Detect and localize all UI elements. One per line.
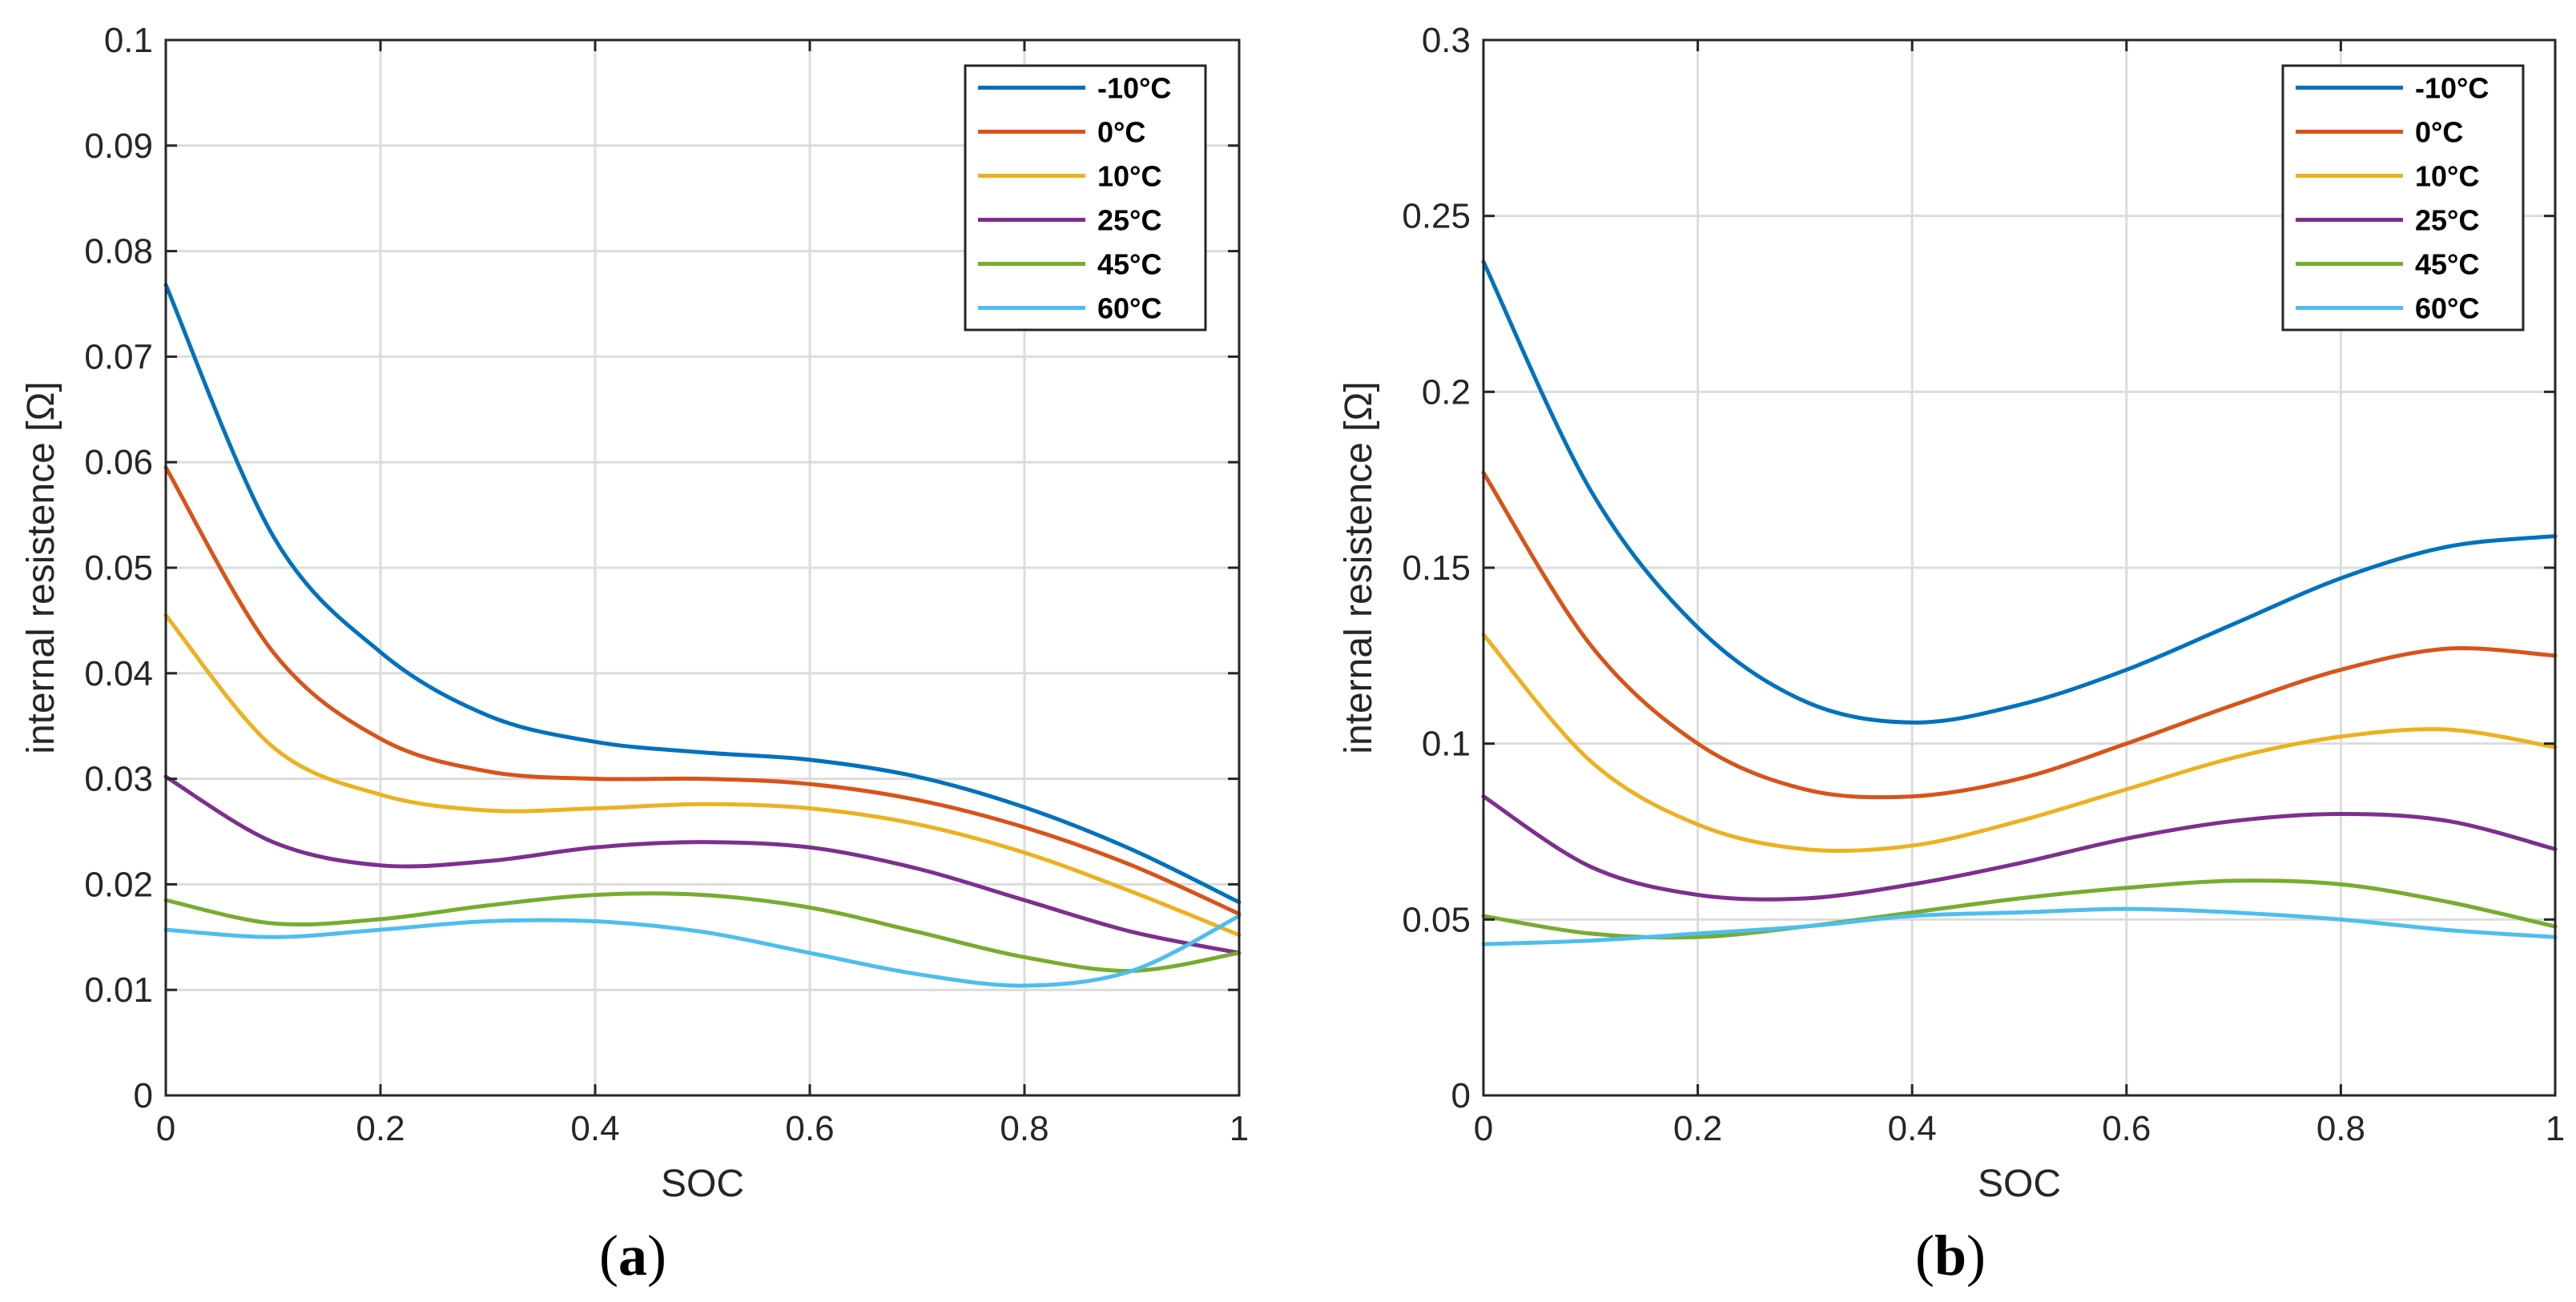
legend-entry: -10°C — [1097, 72, 1171, 105]
chart-panel-a: 0 0.2 0.4 0.6 0.8 1 0 0.01 0.02 0.03 0.04 0.05 0.06 0… — [20, 21, 1249, 1288]
y-tick-label: 0.15 — [1402, 549, 1471, 588]
y-tick-label: 0.06 — [84, 443, 153, 482]
y-axis-label: internal resistence [Ω] — [1338, 381, 1380, 753]
y-tick-label: 0.05 — [1402, 900, 1471, 939]
x-tick-label: 0.8 — [2316, 1109, 2365, 1148]
legend-entry: 10°C — [1097, 160, 1161, 193]
series-line-1 — [1481, 470, 2558, 800]
legend-entry: -10°C — [2415, 72, 2489, 105]
series-line-4 — [163, 891, 1242, 973]
legend-entry: 45°C — [2415, 248, 2479, 281]
legend: -10°C 0°C 10°C 25°C 45°C 60°C — [964, 64, 1207, 332]
x-tick-label: 0 — [156, 1109, 175, 1148]
series-line-3 — [163, 774, 1242, 955]
panel-label: (a) — [599, 1224, 666, 1288]
series-line-5 — [1481, 906, 2558, 946]
legend-box — [964, 64, 1207, 332]
y-tick-label: 0.05 — [84, 549, 153, 588]
legend: -10°C 0°C 10°C 25°C 45°C 60°C — [2281, 64, 2525, 332]
y-tick-label: 0.1 — [104, 21, 153, 60]
y-tick-label: 0 — [134, 1076, 153, 1115]
y-tick-label: 0.02 — [84, 865, 153, 904]
chart-panel-b: 0 0.2 0.4 0.6 0.8 1 0 0.05 0.1 0.15 0.2 0.25 0.3 SOC i… — [1338, 21, 2565, 1288]
legend-entry: 10°C — [2415, 160, 2479, 193]
legend-entry: 0°C — [2415, 116, 2463, 149]
legend-entry: 60°C — [1097, 292, 1161, 325]
y-tick-label: 0.01 — [84, 970, 153, 1010]
series-line-0 — [1481, 259, 2558, 725]
panel-label-letter: a — [618, 1224, 647, 1288]
y-tick-label: 0.07 — [84, 337, 153, 376]
y-tick-label: 0.08 — [84, 232, 153, 271]
panel-label-letter: b — [1934, 1224, 1966, 1288]
x-tick-label: 1 — [1230, 1109, 1249, 1148]
y-tick-label: 0.3 — [1422, 21, 1471, 60]
legend-entry: 60°C — [2415, 292, 2479, 325]
y-tick-label: 0.03 — [84, 760, 153, 799]
legend-entry: 25°C — [2415, 204, 2479, 237]
x-tick-label: 1 — [2546, 1109, 2565, 1148]
legend-entry: 45°C — [1097, 248, 1161, 281]
legend-entry: 25°C — [1097, 204, 1161, 237]
x-tick-label: 0.6 — [2102, 1109, 2151, 1148]
x-tick-label: 0.2 — [1673, 1109, 1722, 1148]
legend-box — [2281, 64, 2525, 332]
y-tick-label: 0.1 — [1422, 725, 1471, 764]
series-line-5 — [163, 914, 1242, 988]
y-tick-label: 0.04 — [84, 654, 153, 693]
y-axis-label: internal resistence [Ω] — [20, 381, 62, 753]
y-tick-label: 0 — [1451, 1076, 1471, 1115]
x-axis-label: SOC — [661, 1163, 744, 1205]
y-tick-label: 0.2 — [1422, 372, 1471, 412]
series-line-1 — [163, 465, 1242, 916]
x-tick-label: 0.2 — [356, 1109, 405, 1148]
series-line-0 — [163, 283, 1242, 905]
y-tick-label: 0.09 — [84, 127, 153, 166]
series-line-2 — [163, 613, 1242, 938]
x-tick-label: 0.8 — [1000, 1109, 1049, 1148]
x-tick-label: 0 — [1474, 1109, 1493, 1148]
y-tick-label: 0.25 — [1402, 197, 1471, 236]
x-axis-label: SOC — [1978, 1163, 2061, 1205]
x-tick-label: 0.6 — [785, 1109, 834, 1148]
x-tick-label: 0.4 — [570, 1109, 619, 1148]
series-line-2 — [1481, 632, 2558, 854]
series-line-3 — [1481, 794, 2558, 902]
legend-entry: 0°C — [1097, 116, 1145, 149]
x-tick-label: 0.4 — [1888, 1109, 1937, 1148]
panel-label: (b) — [1915, 1224, 1986, 1288]
